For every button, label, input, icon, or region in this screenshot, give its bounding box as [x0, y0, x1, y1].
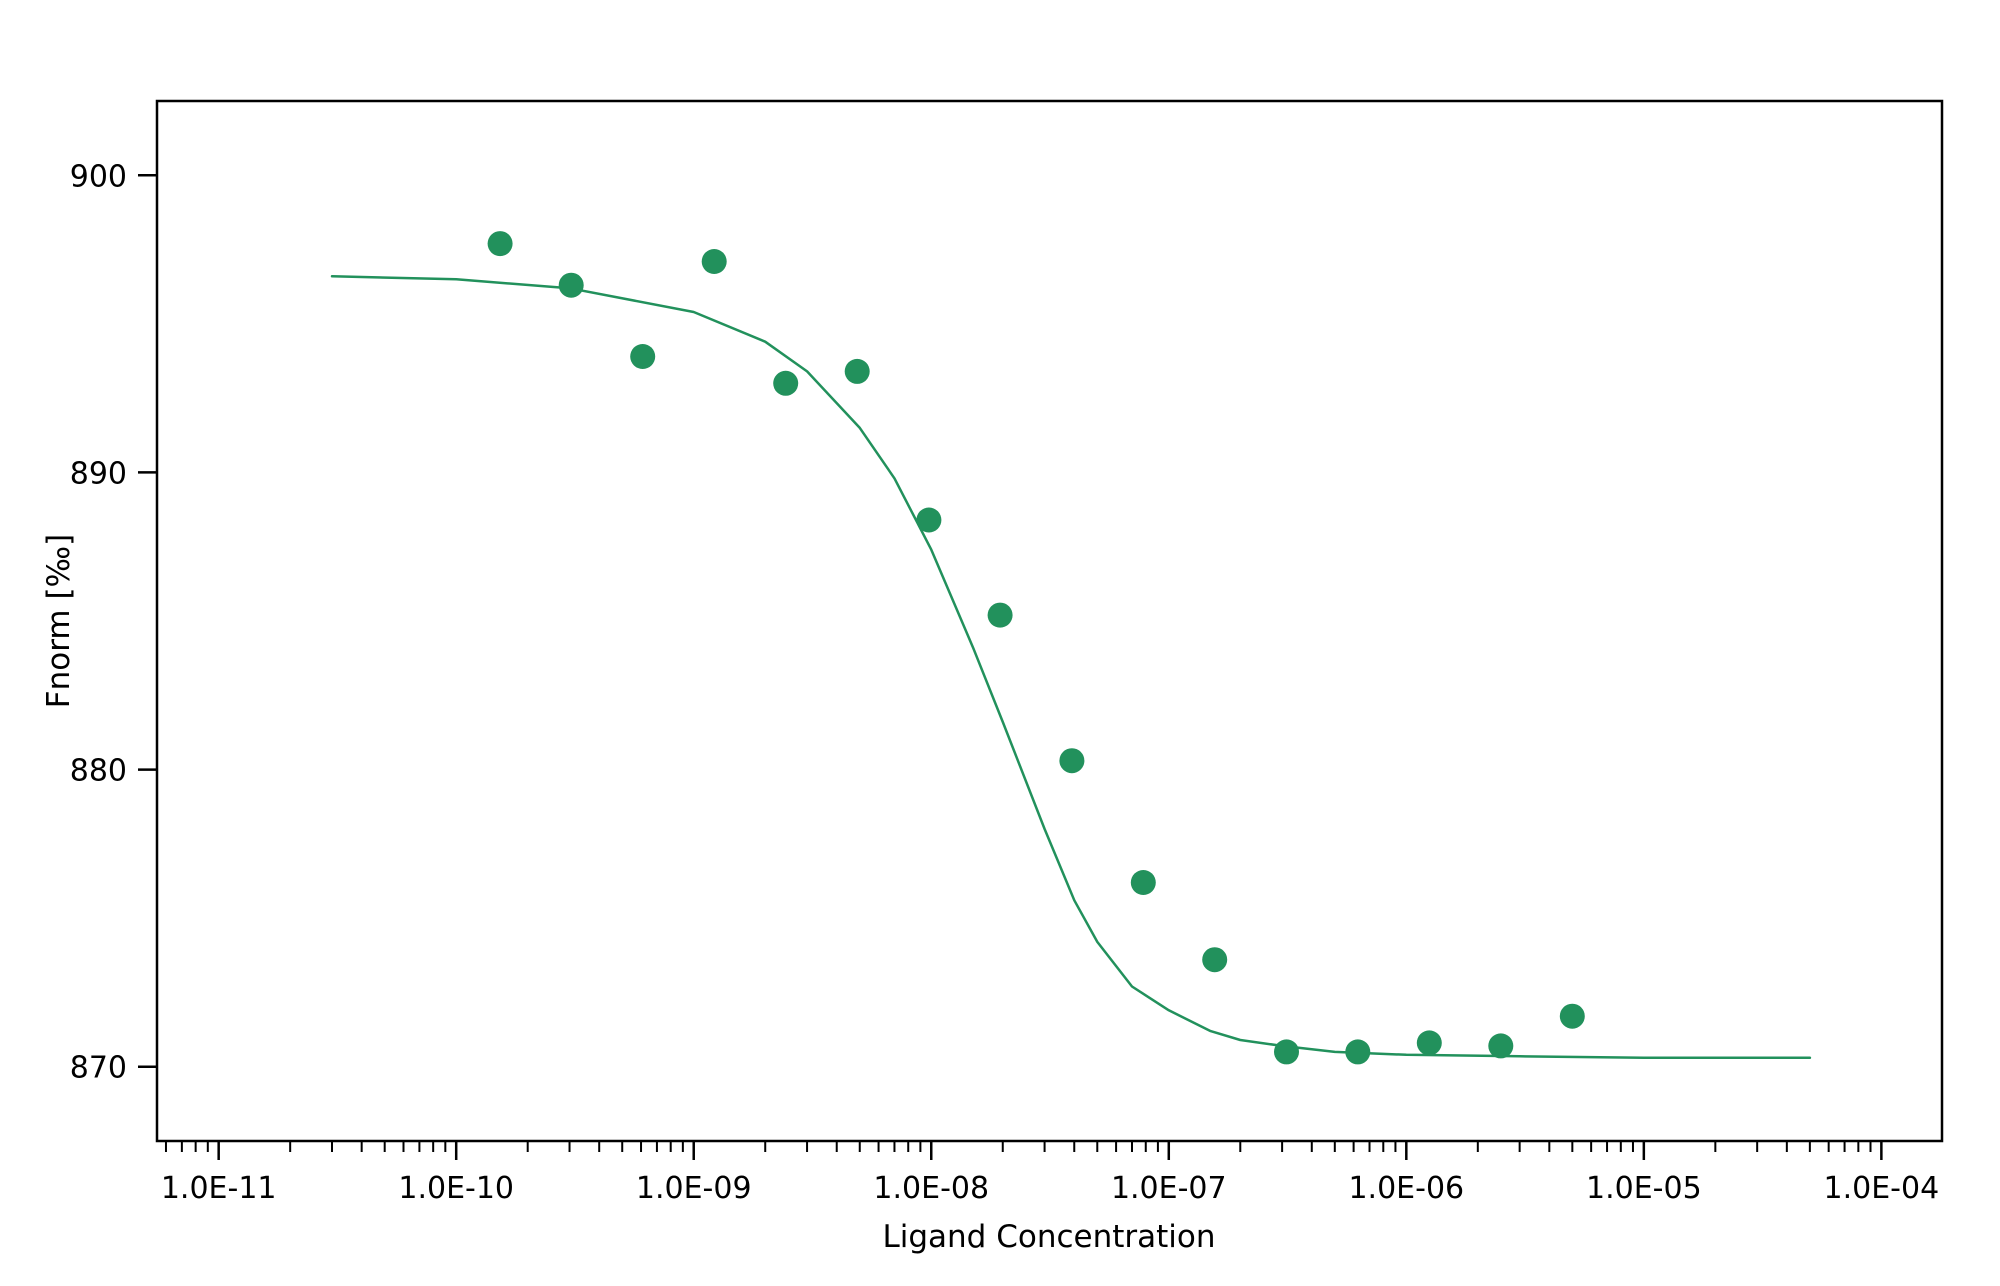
- fit-curve: [330, 275, 1812, 1060]
- x-axis: 1.0E-11 1.0E-10 1.0E-09 1.0E-08 1.0E-07 1.0E-…: [161, 1141, 1939, 1206]
- y-tick-label: 890: [70, 456, 127, 491]
- x-tick-label: 1.0E-06: [1348, 1171, 1464, 1206]
- data-point: [1130, 870, 1156, 895]
- x-tick-label: 1.0E-07: [1111, 1171, 1227, 1206]
- y-tick-label: 880: [70, 754, 127, 789]
- data-point: [1274, 1039, 1299, 1065]
- data-point: [773, 370, 799, 396]
- x-tick-label: 1.0E-10: [398, 1171, 514, 1206]
- data-point: [987, 602, 1013, 628]
- data-point: [1059, 748, 1085, 774]
- data-point: [844, 358, 870, 384]
- data-point: [916, 507, 942, 533]
- y-tick-label: 900: [70, 159, 127, 194]
- y-axis: 870 880 890 900: [70, 159, 157, 1086]
- x-tick-label: 1.0E-09: [636, 1171, 752, 1206]
- plot-area-frame: [155, 99, 1944, 1143]
- data-point: [1488, 1033, 1514, 1059]
- data-point: [1202, 947, 1228, 973]
- data-point: [1416, 1030, 1442, 1056]
- data-point: [1559, 1003, 1585, 1029]
- fit-curve-layer: [330, 275, 1812, 1060]
- x-tick-label: 1.0E-11: [161, 1171, 277, 1206]
- x-tick-label: 1.0E-08: [873, 1171, 989, 1206]
- data-points-layer: [487, 231, 1585, 1065]
- data-point: [487, 231, 513, 257]
- y-tick-label: 870: [70, 1051, 127, 1086]
- x-tick-label: 1.0E-05: [1586, 1171, 1702, 1206]
- data-point: [630, 344, 656, 369]
- data-point: [558, 272, 584, 298]
- x-axis-title: Ligand Concentration: [882, 1219, 1215, 1255]
- data-point: [701, 249, 727, 274]
- x-tick-label: 1.0E-04: [1824, 1171, 1940, 1206]
- data-point: [1345, 1039, 1371, 1065]
- y-axis-title: Fnorm [‰]: [41, 534, 77, 708]
